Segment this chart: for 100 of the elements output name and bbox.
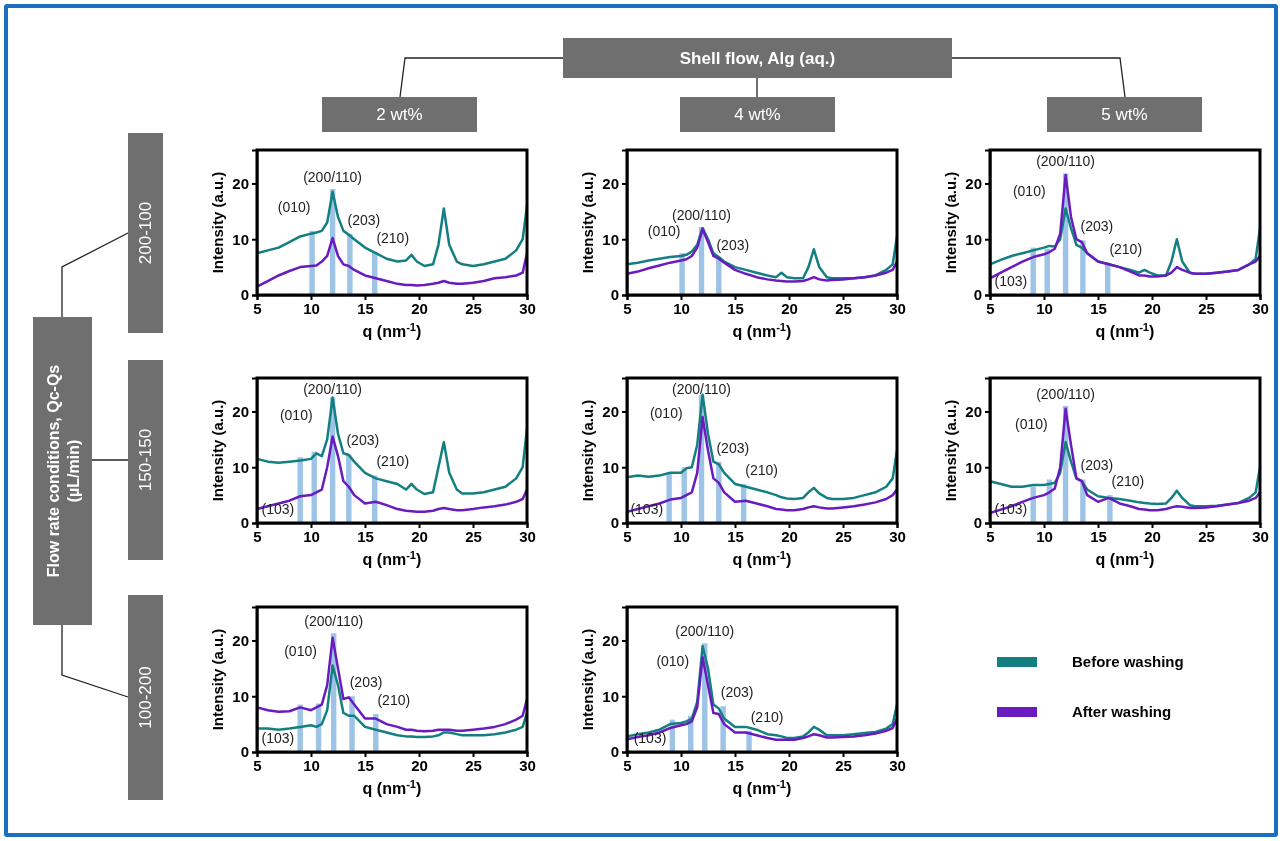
x-tick-label: 5 <box>623 756 632 774</box>
text: 4 wt% <box>734 105 781 125</box>
x-axis-title: q (nm$^{-1}$) <box>732 321 792 340</box>
bar <box>716 258 722 295</box>
annotation: (210) <box>377 691 411 708</box>
y-tick-label: 10 <box>602 458 619 476</box>
x-tick-label: 5 <box>623 527 632 545</box>
x-tick-label: 5 <box>986 527 995 545</box>
annotation: (203) <box>346 432 380 449</box>
y-tick-label: 10 <box>232 458 249 476</box>
annotation: (210) <box>745 461 778 478</box>
x-tick-label: 30 <box>519 756 536 774</box>
annotation: (203) <box>716 439 750 456</box>
x-tick-label: 10 <box>1036 299 1053 317</box>
y-axis-title: Intensity (a.u.) <box>579 628 596 731</box>
x-tick-label: 25 <box>835 756 852 774</box>
y-axis-title: Intensity (a.u.) <box>209 399 226 502</box>
x-tick-label: 20 <box>411 756 428 774</box>
y-tick-label: 0 <box>240 743 249 761</box>
annotation: (010) <box>1015 415 1048 432</box>
x-tick-label: 15 <box>357 756 374 774</box>
x-tick-label: 20 <box>1144 299 1161 317</box>
annotation: (203) <box>1080 457 1114 474</box>
annotation: (210) <box>750 708 784 725</box>
annotation: (010) <box>1012 183 1046 200</box>
y-tick-label: 20 <box>965 402 982 420</box>
y-axis-title: Intensity (a.u.) <box>209 628 226 731</box>
annotation: (200/110) <box>675 623 735 640</box>
y-tick-label: 20 <box>232 402 249 420</box>
y-tick-label: 10 <box>965 230 982 248</box>
y-axis-title: Intensity (a.u.) <box>209 171 226 274</box>
y-axis-title: Intensity (a.u.) <box>942 171 959 274</box>
annotation: (210) <box>1109 240 1143 257</box>
x-axis-title: q (nm$^{-1}$) <box>362 549 422 568</box>
x-tick-label: 15 <box>357 527 374 545</box>
annotation: (010) <box>656 653 690 670</box>
y-tick-label: 20 <box>602 631 619 649</box>
x-tick-label: 25 <box>465 527 482 545</box>
annotation: (203) <box>1080 218 1114 235</box>
y-tick-label: 10 <box>602 687 619 705</box>
annotation: (210) <box>376 453 410 470</box>
x-tick-label: 25 <box>465 756 482 774</box>
annotation: (103) <box>994 272 1028 289</box>
y-tick-label: 10 <box>232 230 249 248</box>
text: 2 wt% <box>376 105 423 125</box>
annotation: (200/110) <box>1036 385 1096 402</box>
x-tick-label: 10 <box>303 299 320 317</box>
x-tick-label: 15 <box>727 756 744 774</box>
annotation: (010) <box>279 407 313 424</box>
y-tick-label: 0 <box>973 514 982 532</box>
y-tick-label: 10 <box>602 230 619 248</box>
x-tick-label: 20 <box>781 527 798 545</box>
annotation: (103) <box>261 729 295 746</box>
annotation: (200/110) <box>1036 153 1096 170</box>
x-tick-label: 10 <box>1036 527 1053 545</box>
x-tick-label: 20 <box>1144 527 1161 545</box>
x-tick-label: 10 <box>673 299 690 317</box>
y-tick-label: 10 <box>232 687 249 705</box>
annotation: (203) <box>716 236 750 253</box>
x-tick-label: 15 <box>727 299 744 317</box>
x-tick-label: 20 <box>781 756 798 774</box>
annotation: (210) <box>1111 473 1145 490</box>
annotation: (203) <box>347 211 381 228</box>
bar <box>347 233 353 295</box>
annotation: (010) <box>277 198 311 215</box>
x-tick-label: 30 <box>519 299 536 317</box>
x-tick-label: 10 <box>303 527 320 545</box>
y-axis-title: Intensity (a.u.) <box>942 399 959 502</box>
y-axis-title: Intensity (a.u.) <box>579 171 596 274</box>
y-tick-label: 20 <box>232 631 249 649</box>
x-tick-label: 25 <box>835 299 852 317</box>
y-tick-label: 0 <box>240 514 249 532</box>
x-tick-label: 10 <box>303 756 320 774</box>
y-tick-label: 20 <box>232 174 249 192</box>
x-tick-label: 15 <box>357 299 374 317</box>
x-tick-label: 30 <box>1252 299 1269 317</box>
x-tick-label: 30 <box>519 527 536 545</box>
x-tick-label: 25 <box>835 527 852 545</box>
x-tick-label: 25 <box>1198 527 1215 545</box>
x-tick-label: 15 <box>727 527 744 545</box>
annotation: (103) <box>633 729 667 746</box>
x-tick-label: 5 <box>986 299 995 317</box>
x-tick-label: 5 <box>623 299 632 317</box>
x-tick-label: 25 <box>465 299 482 317</box>
legend-label: After washing <box>1072 703 1172 721</box>
text: Shell flow, Alg (aq.) <box>679 48 836 68</box>
y-tick-label: 20 <box>602 174 619 192</box>
text: 100-200 <box>136 666 156 729</box>
y-tick-label: 0 <box>610 286 619 304</box>
annotation: (200/110) <box>303 380 363 397</box>
y-tick-label: 0 <box>610 743 619 761</box>
x-axis-title: q (nm$^{-1}$) <box>1095 321 1155 340</box>
text: 150-150 <box>136 428 156 492</box>
bar <box>309 230 315 295</box>
x-tick-label: 10 <box>673 756 690 774</box>
x-tick-label: 5 <box>253 527 262 545</box>
y-tick-label: 20 <box>602 402 619 420</box>
annotation: (200/110) <box>304 613 364 630</box>
x-tick-label: 15 <box>1090 527 1107 545</box>
annotation: (200/110) <box>672 380 731 397</box>
